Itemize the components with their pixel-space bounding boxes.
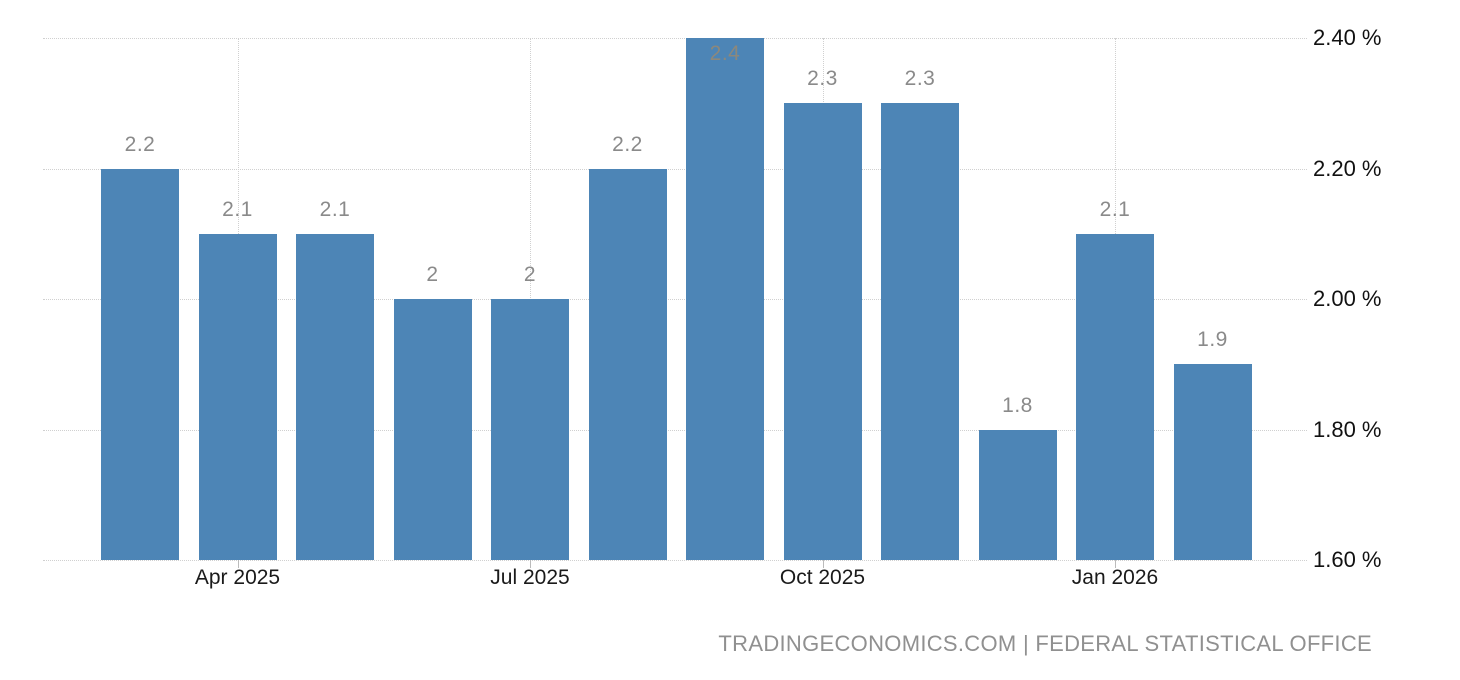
bar-value-label: 2 xyxy=(426,263,439,286)
bar-value-label: 2.2 xyxy=(612,132,643,156)
bar-2[interactable] xyxy=(198,233,277,560)
h-gridline xyxy=(43,299,1307,300)
x-axis-label: Apr 2025 xyxy=(194,566,281,589)
x-tick-mark xyxy=(237,560,239,568)
bar-5[interactable] xyxy=(491,299,569,560)
x-axis-label: Jan 2026 xyxy=(1071,566,1159,589)
bar-value-label: 2.2 xyxy=(124,132,156,156)
y-axis-label: 1.80 % xyxy=(1313,416,1382,442)
x-tick-mark xyxy=(822,560,824,568)
y-axis-label: 1.60 % xyxy=(1313,547,1382,572)
x-tick-mark xyxy=(1115,560,1116,568)
bar-value-label: 2.1 xyxy=(319,197,351,221)
bar-1[interactable] xyxy=(101,168,179,560)
bar-value-label: 2.4 xyxy=(709,42,741,65)
bar-value-label: 2.3 xyxy=(807,67,838,91)
bar-9[interactable] xyxy=(881,103,959,560)
bar-value-label: 2 xyxy=(523,263,537,286)
bar-4[interactable] xyxy=(393,299,472,560)
bar-8[interactable] xyxy=(783,103,862,560)
bar-value-label: 2.1 xyxy=(1099,197,1131,221)
bar-6[interactable] xyxy=(588,168,667,560)
bar-3[interactable] xyxy=(296,233,374,560)
x-axis-label: Jul 2025 xyxy=(490,566,570,589)
bar-11[interactable] xyxy=(1076,233,1154,560)
bar-value-label: 2.1 xyxy=(222,197,253,221)
bar-value-label: 1.8 xyxy=(1002,393,1033,417)
x-tick-mark xyxy=(530,560,531,568)
h-gridline xyxy=(43,429,1307,431)
bar-7[interactable] xyxy=(686,38,764,560)
h-gridline xyxy=(43,168,1307,170)
chart-attribution: TRADINGECONOMICS.COM | FEDERAL STATISTIC… xyxy=(718,631,1372,656)
h-gridline xyxy=(43,560,1307,561)
x-axis-label: Oct 2025 xyxy=(779,566,866,589)
bar-12[interactable] xyxy=(1173,364,1252,560)
bar-10[interactable] xyxy=(978,429,1057,560)
y-axis-label: 2.20 % xyxy=(1313,155,1382,181)
h-gridline xyxy=(43,38,1307,39)
bar-value-label: 1.9 xyxy=(1197,328,1228,352)
y-axis-label: 2.40 % xyxy=(1313,25,1382,50)
bar-value-label: 2.3 xyxy=(904,67,936,91)
y-axis-label: 2.00 % xyxy=(1313,286,1382,311)
